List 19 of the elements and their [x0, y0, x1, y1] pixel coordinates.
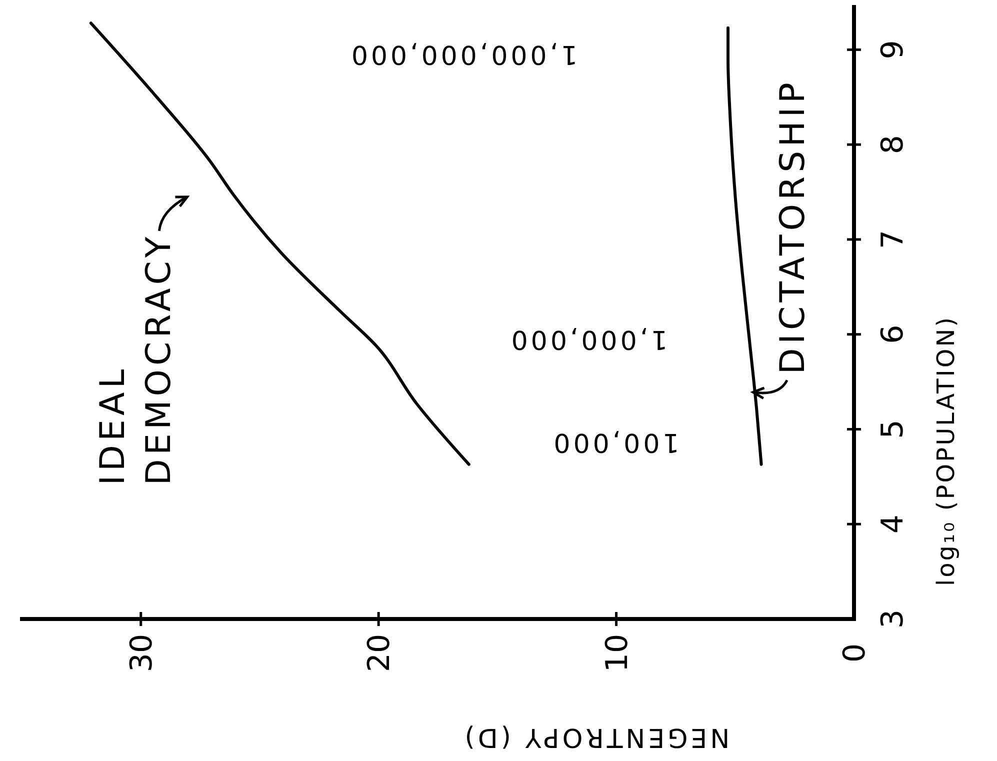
- x-tick-label: 0: [838, 643, 872, 663]
- x-axis-title: NEGENTROPY (D): [462, 722, 730, 752]
- y-tick-label: 7: [876, 230, 910, 250]
- y-tick-label: 3: [876, 609, 910, 629]
- y-tick-label: 9: [876, 40, 910, 60]
- annotation: 1,000,000,000: [348, 38, 578, 69]
- text: DICTATORSHIP: [773, 78, 814, 374]
- y-tick-label: 8: [876, 135, 910, 154]
- y-tick-label: 4: [876, 514, 910, 534]
- annotation: 100,000: [550, 426, 680, 457]
- x-tick-label: 30: [124, 634, 160, 672]
- x-tick-label: 20: [362, 634, 398, 672]
- y-axis-title: log₁₀ (POPULATION): [932, 315, 960, 586]
- legend-label: IDEAL DEMOCRACY: [93, 232, 180, 486]
- line-series: [726, 26, 763, 466]
- y-tick-label: 6: [876, 324, 910, 344]
- annotation: 1,000,000: [508, 324, 668, 354]
- y-tick-label: 5: [876, 420, 910, 439]
- x-tick-label: 10: [600, 634, 635, 672]
